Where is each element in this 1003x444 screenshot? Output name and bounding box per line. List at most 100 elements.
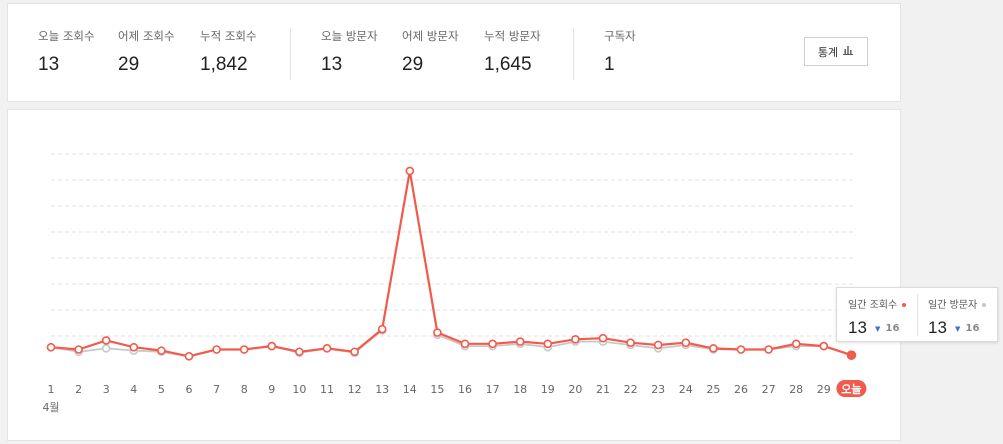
data-point bbox=[571, 335, 580, 344]
legend-visitors: 일간 방문자 13 ▼ 16 bbox=[928, 288, 987, 341]
data-point bbox=[101, 344, 111, 353]
stat-label: 어제 방문자 bbox=[402, 29, 459, 43]
data-point bbox=[819, 341, 829, 351]
stat-label: 구독자 bbox=[604, 29, 636, 43]
data-point bbox=[129, 342, 139, 352]
divider bbox=[917, 294, 918, 336]
stat-value: 29 bbox=[118, 54, 140, 75]
legend-visitors-value: 13 bbox=[928, 318, 947, 337]
stat-label: 어제 조회수 bbox=[118, 29, 175, 43]
bar-chart-icon bbox=[842, 45, 854, 58]
data-point bbox=[74, 345, 83, 354]
x-tick-label: 20 bbox=[568, 383, 582, 396]
stat-label: 오늘 조회수 bbox=[38, 29, 95, 43]
stat-yesterday-views: 어제 조회수 29 bbox=[118, 28, 175, 76]
down-triangle-icon: ▼ bbox=[955, 324, 961, 333]
data-point bbox=[350, 347, 359, 357]
stat-value: 1,842 bbox=[200, 54, 248, 75]
chart-series bbox=[46, 166, 857, 361]
x-tick-label: 26 bbox=[734, 383, 748, 396]
data-point bbox=[515, 337, 525, 346]
data-point bbox=[46, 342, 56, 352]
data-point bbox=[736, 345, 746, 354]
x-tick-label: 23 bbox=[651, 383, 665, 396]
data-point bbox=[488, 339, 497, 349]
stat-total-visitors: 누적 방문자 1,645 bbox=[484, 28, 541, 76]
x-tick-label: 21 bbox=[596, 383, 610, 396]
legend-views-label: 일간 조회수 bbox=[848, 300, 898, 311]
x-tick-label: 22 bbox=[624, 383, 638, 396]
data-point bbox=[295, 347, 304, 357]
x-tick-label: 13 bbox=[375, 383, 389, 396]
stat-label: 오늘 방문자 bbox=[321, 29, 378, 43]
chart-x-axis: 1 2 3 4 5 6 7 8 9 10 11 12 13 14 15 16 17 18 19 20 21 22 23 24 2… bbox=[42, 380, 867, 414]
legend-views-delta: 16 bbox=[885, 323, 900, 334]
stat-value: 13 bbox=[321, 54, 343, 75]
x-tick-label: 25 bbox=[706, 383, 720, 396]
x-tick-label: 16 bbox=[458, 383, 472, 396]
data-point bbox=[433, 328, 442, 337]
data-point bbox=[377, 324, 387, 334]
data-point bbox=[405, 166, 415, 176]
divider bbox=[290, 28, 291, 80]
data-point bbox=[543, 339, 553, 349]
legend-visitors-delta: 16 bbox=[965, 323, 980, 334]
legend-visitors-label: 일간 방문자 bbox=[928, 300, 978, 311]
data-point bbox=[709, 344, 718, 353]
x-tick-label: 14 bbox=[403, 383, 417, 396]
data-point bbox=[267, 341, 277, 351]
legend-views-value: 13 bbox=[848, 318, 867, 337]
x-tick-label: 10 bbox=[292, 383, 306, 396]
stat-total-views: 누적 조회수 1,842 bbox=[200, 28, 257, 76]
data-point bbox=[653, 340, 663, 350]
data-point bbox=[460, 339, 470, 349]
x-tick-label: 3 bbox=[103, 383, 110, 396]
x-tick-label: 5 bbox=[158, 383, 165, 396]
statistics-button[interactable]: 통계 bbox=[804, 37, 868, 66]
stat-today-views: 오늘 조회수 13 bbox=[38, 28, 95, 76]
data-point bbox=[157, 346, 166, 355]
stat-value: 1,645 bbox=[484, 54, 532, 75]
data-point bbox=[626, 338, 635, 348]
data-point bbox=[322, 344, 332, 353]
x-tick-label: 2 bbox=[75, 383, 82, 396]
x-tick-label: 24 bbox=[679, 383, 693, 396]
x-tick-label: 1 bbox=[48, 383, 55, 396]
data-point bbox=[846, 350, 857, 360]
x-tick-label: 28 bbox=[789, 383, 803, 396]
x-tick-label: 12 bbox=[348, 383, 362, 396]
x-tick-label: 9 bbox=[268, 383, 275, 396]
today-badge bbox=[836, 380, 867, 397]
data-point bbox=[598, 333, 608, 343]
x-tick-label: 27 bbox=[762, 383, 776, 396]
stats-summary-panel: 오늘 조회수 13 어제 조회수 29 누적 조회수 1,842 오늘 방문자 … bbox=[7, 3, 901, 102]
stat-value: 29 bbox=[402, 54, 424, 75]
down-triangle-icon: ▼ bbox=[875, 324, 881, 333]
x-tick-label: 15 bbox=[430, 383, 444, 396]
x-tick-label: 17 bbox=[486, 383, 500, 396]
x-tick-label: 오늘 bbox=[841, 383, 861, 396]
stat-value: 1 bbox=[604, 54, 615, 75]
stat-value: 13 bbox=[38, 54, 60, 75]
data-point bbox=[101, 336, 111, 345]
legend-views: 일간 조회수 13 ▼ 16 bbox=[848, 288, 907, 341]
data-point bbox=[791, 339, 801, 349]
data-point bbox=[212, 345, 221, 354]
chart-grid bbox=[51, 153, 856, 337]
stat-label: 누적 조회수 bbox=[200, 29, 257, 43]
divider bbox=[573, 28, 574, 80]
x-tick-label: 8 bbox=[241, 383, 248, 396]
stat-subscribers: 구독자 1 bbox=[604, 28, 636, 76]
x-tick-label: 11 bbox=[320, 383, 334, 396]
x-tick-label: 18 bbox=[513, 383, 527, 396]
stat-label: 누적 방문자 bbox=[484, 29, 541, 43]
x-tick-label: 19 bbox=[541, 383, 555, 396]
views-dot-icon bbox=[902, 303, 907, 307]
x-tick-label: 4 bbox=[130, 383, 137, 396]
stat-yesterday-visitors: 어제 방문자 29 bbox=[402, 28, 459, 76]
stat-today-visitors: 오늘 방문자 13 bbox=[321, 28, 378, 76]
x-tick-label: 7 bbox=[213, 383, 220, 396]
daily-chart-panel bbox=[7, 109, 901, 441]
data-point bbox=[681, 338, 691, 348]
